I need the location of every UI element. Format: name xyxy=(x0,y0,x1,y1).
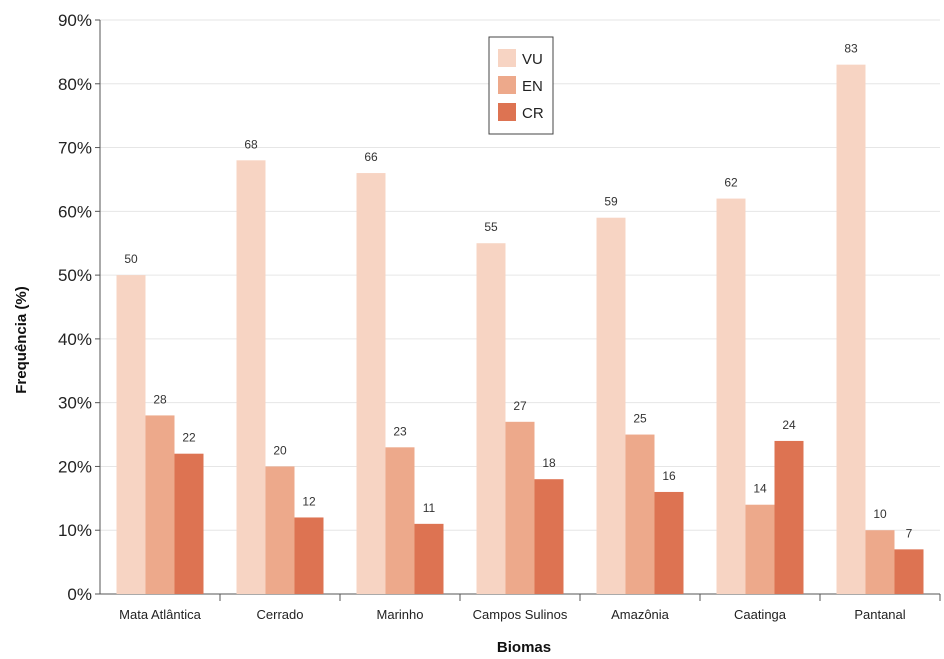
data-label: 14 xyxy=(753,482,767,496)
x-tick-label: Marinho xyxy=(377,607,424,622)
bar-en xyxy=(625,434,655,594)
bar-cr xyxy=(534,479,564,594)
bar-en xyxy=(145,415,175,594)
bar-vu xyxy=(356,173,386,595)
bar-en xyxy=(265,466,295,594)
data-label: 59 xyxy=(604,195,618,209)
bar-en xyxy=(865,530,895,594)
data-label: 55 xyxy=(484,220,498,234)
data-label: 28 xyxy=(153,392,167,406)
bar-cr xyxy=(774,440,804,594)
legend-swatch xyxy=(498,76,516,94)
data-label: 10 xyxy=(873,507,887,521)
legend-label: VU xyxy=(522,51,543,68)
bar-vu xyxy=(836,64,866,594)
y-axis-title: Frequência (%) xyxy=(13,286,30,394)
x-tick-label: Cerrado xyxy=(257,607,304,622)
data-label: 68 xyxy=(244,137,258,151)
data-label: 12 xyxy=(302,494,316,508)
data-label: 18 xyxy=(542,456,556,470)
bar-en xyxy=(505,421,535,594)
data-label: 11 xyxy=(423,501,436,515)
bar-vu xyxy=(716,198,746,595)
data-label: 66 xyxy=(364,150,378,164)
bar-vu xyxy=(476,243,506,594)
y-tick-label: 80% xyxy=(58,75,92,94)
data-label: 20 xyxy=(273,443,287,457)
y-tick-label: 50% xyxy=(58,266,92,285)
legend-swatch xyxy=(498,49,516,67)
data-label: 7 xyxy=(906,526,913,540)
y-tick-label: 30% xyxy=(58,394,92,413)
bar-vu xyxy=(236,160,266,595)
x-tick-label: Caatinga xyxy=(734,607,787,622)
bar-cr xyxy=(414,523,444,594)
data-label: 62 xyxy=(724,176,738,190)
legend: VU EN CR xyxy=(488,36,554,135)
axes: 0% 10% 20% 30% 40% 50% 60% 70% 80% 90% Mata Atlânt… xyxy=(58,11,941,622)
legend-label: EN xyxy=(522,78,543,95)
data-label: 83 xyxy=(844,42,858,56)
bar-cr xyxy=(894,549,924,594)
y-tick-label: 0% xyxy=(67,585,92,604)
data-label: 23 xyxy=(393,424,407,438)
data-label: 27 xyxy=(513,399,527,413)
x-tick-label: Mata Atlântica xyxy=(119,607,201,622)
bars xyxy=(116,64,924,595)
x-tick-label: Pantanal xyxy=(854,607,905,622)
y-tick-label: 20% xyxy=(58,457,92,476)
y-tick-label: 40% xyxy=(58,330,92,349)
y-tick-label: 90% xyxy=(58,11,92,30)
x-tick-label: Amazônia xyxy=(611,607,670,622)
bar-vu xyxy=(596,217,626,594)
x-axis-title: Biomas xyxy=(497,639,551,656)
data-label: 25 xyxy=(633,412,647,426)
bar-cr xyxy=(654,491,684,594)
data-label: 16 xyxy=(662,469,676,483)
bar-en xyxy=(745,504,775,594)
bar-cr xyxy=(294,517,324,594)
y-tick-label: 10% xyxy=(58,521,92,540)
legend-swatch xyxy=(498,103,516,121)
data-label: 50 xyxy=(124,252,138,266)
bar-vu xyxy=(116,275,146,594)
data-labels: 50 28 22 68 20 12 66 23 11 55 27 18 59 25 16 62 14 24 83 10… xyxy=(124,42,912,541)
data-label: 22 xyxy=(182,431,196,445)
x-tick-label: Campos Sulinos xyxy=(473,607,568,622)
bar-en xyxy=(385,447,415,594)
data-label: 24 xyxy=(782,418,796,432)
bar-cr xyxy=(174,453,204,594)
y-tick-label: 60% xyxy=(58,202,92,221)
legend-label: CR xyxy=(522,105,544,122)
y-tick-label: 70% xyxy=(58,139,92,158)
